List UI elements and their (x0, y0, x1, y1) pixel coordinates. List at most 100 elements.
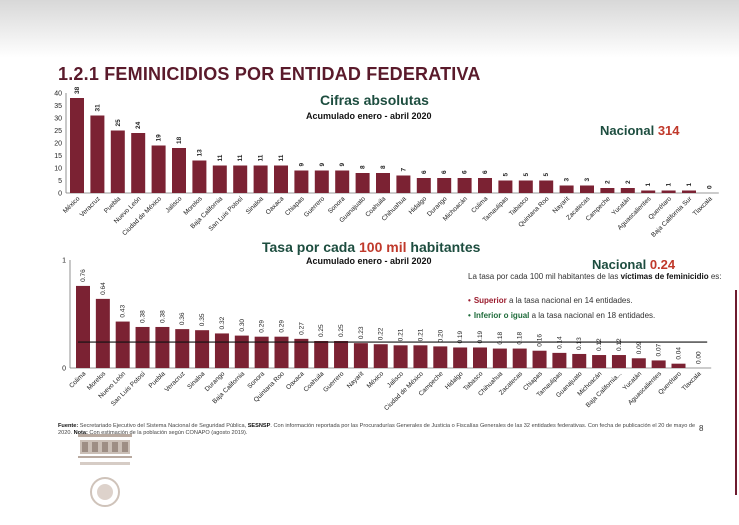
national-label: Nacional (600, 123, 655, 138)
rate-value-label: 0.35 (199, 313, 206, 326)
abs-value-label: 24 (135, 121, 142, 129)
abs-bar (233, 165, 248, 193)
rate-bar (433, 346, 448, 368)
source-label: Fuente: (58, 423, 79, 429)
bullet-dot: • (468, 296, 471, 305)
rate-value-label: 0.25 (338, 324, 345, 337)
header-band (0, 0, 739, 58)
abs-value-label: 13 (196, 149, 203, 157)
bullet-superior: • Superior a la tasa nacional en 14 entid… (468, 296, 633, 305)
rate-bar (492, 348, 507, 368)
bullet-inferior: • Inferior o igual a la tasa nacional en … (468, 311, 655, 320)
rate-value-label: 0.21 (417, 328, 424, 341)
rate-value-label: 0.07 (656, 343, 663, 356)
rate-chart-title: Tasa por cada 100 mil habitantes (262, 239, 480, 255)
rate-bar (274, 336, 289, 368)
abs-value-label: 1 (686, 183, 693, 187)
abs-category-label: Ciudad de México (121, 195, 163, 237)
abs-category-label: Nayarit (552, 195, 572, 215)
rate-value-label: 0.36 (179, 312, 186, 325)
note-label: Nota: (73, 430, 88, 436)
abs-y-tick-label: 30 (54, 116, 62, 123)
abs-category-label: Colima (470, 195, 490, 215)
absolute-national-total: Nacional 314 (600, 123, 680, 138)
rate-value-label: 0.27 (298, 322, 305, 335)
rate-bar (76, 285, 90, 368)
abs-value-label: 5 (502, 173, 509, 177)
rate-value-label: 0.19 (457, 330, 464, 343)
bullet2-bold: Inferior o igual (473, 311, 530, 320)
rate-bar (353, 343, 368, 368)
rate-bar (175, 329, 190, 368)
abs-value-label: 25 (115, 119, 122, 127)
note-intro-end: es: (710, 272, 722, 281)
abs-value-label: 9 (319, 163, 326, 167)
rate-bar (195, 330, 210, 368)
abs-bar (559, 185, 574, 193)
abs-bar (539, 180, 554, 193)
abs-bar (314, 170, 329, 193)
abs-y-tick-label: 15 (54, 153, 62, 160)
rate-bar (572, 353, 587, 368)
rate-value-label: 0.43 (120, 305, 127, 318)
abs-category-label: Puebla (103, 195, 123, 215)
abs-value-label: 8 (360, 165, 367, 169)
rate-category-label: Guerrero (322, 370, 346, 394)
abs-y-tick-label: 10 (54, 166, 62, 173)
rate-bar (214, 333, 229, 368)
abs-bar (518, 180, 533, 193)
rate-bar (314, 341, 329, 368)
rate-bar (254, 336, 269, 368)
abs-bar (253, 165, 268, 193)
rate-bar (552, 352, 567, 368)
abs-category-label: Sonora (327, 195, 347, 215)
source-bold: SESNSP (247, 423, 271, 429)
abs-bar (294, 170, 309, 193)
rate-value-label: 0.21 (398, 328, 405, 341)
abs-bar (376, 173, 390, 193)
abs-value-label: 3 (564, 178, 571, 182)
abs-value-label: 11 (237, 154, 244, 161)
rate-bar (671, 363, 686, 368)
abs-category-label: Baja California Sur (650, 195, 694, 239)
abs-bar (110, 130, 125, 193)
absolute-chart-subtitle: Acumulado enero - abril 2020 (306, 111, 432, 121)
rate-bar (592, 355, 607, 368)
abs-value-label: 1 (666, 183, 673, 187)
note-intro-bold: víctimas de feminicidio (620, 272, 709, 281)
rate-value-label: 0.16 (537, 334, 544, 347)
abs-value-label: 0 (706, 185, 713, 189)
abs-bar (90, 115, 105, 193)
rate-category-label: Jalisco (386, 370, 405, 389)
rate-value-label: 0.38 (140, 310, 147, 323)
note-intro: La tasa por cada 100 mil habitantes de l… (468, 272, 619, 281)
rate-value-label: 0.32 (219, 316, 226, 329)
rate-category-label: Veracruz (164, 370, 187, 393)
rate-bar (453, 347, 468, 368)
rate-value-label: 0.64 (100, 282, 107, 295)
abs-bar (580, 185, 594, 193)
note-text: Con estimación de la población según CON… (89, 430, 248, 436)
rate-value-label: 0.19 (477, 330, 484, 343)
page-title: 1.2.1 FEMINICIDIOS POR ENTIDAD FEDERATIV… (58, 64, 481, 84)
abs-value-label: 3 (584, 178, 591, 182)
abs-value-label: 8 (380, 165, 387, 169)
rate-bar (611, 355, 626, 368)
rate-value-label: 0.38 (159, 310, 166, 323)
abs-value-label: 7 (400, 168, 407, 172)
rate-bar (651, 360, 666, 368)
rate-value-label: 0.12 (616, 338, 623, 351)
abs-bar (437, 178, 452, 193)
rate-value-label: 0.29 (259, 320, 266, 333)
rate-category-label: Tlaxcala (681, 370, 703, 392)
right-accent-line (735, 290, 737, 495)
abs-value-label: 6 (462, 170, 469, 174)
abs-y-tick-label: 25 (54, 128, 62, 135)
rate-bar (413, 345, 428, 368)
abs-category-label: Guerrero (303, 195, 327, 219)
abs-value-label: 5 (523, 173, 530, 177)
rate-y-tick-label: 1 (62, 258, 66, 265)
source-footnote: Fuente: Secretariado Ejecutivo del Siste… (58, 423, 698, 437)
abs-value-label: 1 (645, 183, 652, 187)
